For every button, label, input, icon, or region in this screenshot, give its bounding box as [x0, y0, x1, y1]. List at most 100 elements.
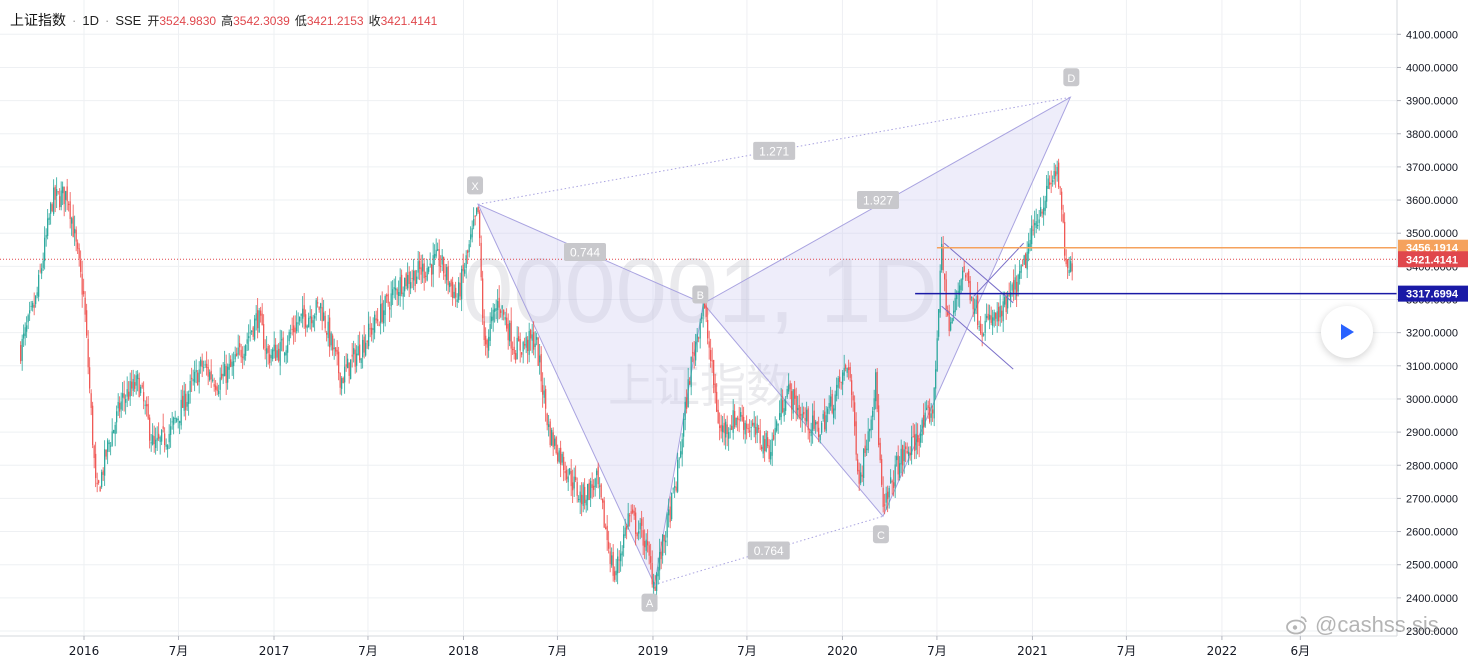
candle-body: [63, 186, 65, 205]
candle-body: [560, 447, 562, 465]
candle-body: [203, 367, 205, 369]
time-tick-label: 7月: [358, 644, 378, 658]
candle-body: [677, 459, 679, 492]
candle-body: [617, 556, 619, 574]
candle-body: [851, 380, 853, 395]
candle-body: [117, 401, 119, 409]
candlesticks: [20, 158, 1073, 601]
price-tick-label: 3900.0000: [1406, 96, 1458, 108]
candle-body: [83, 290, 85, 295]
candle-body: [159, 437, 161, 442]
candle-body: [753, 422, 755, 428]
candle-body: [845, 365, 847, 369]
candle-body: [986, 315, 988, 319]
candle-body: [182, 395, 184, 408]
candle-body: [618, 559, 620, 561]
candle-body: [30, 305, 32, 307]
candle-body: [912, 436, 914, 438]
ratio-label: 1.271: [759, 144, 789, 158]
candle-body: [383, 310, 385, 324]
candle-body: [396, 289, 398, 295]
candle-body: [447, 266, 449, 286]
candle-body: [384, 296, 386, 316]
candle-body: [698, 337, 700, 339]
candle-body: [351, 354, 353, 357]
candle-body: [470, 234, 472, 240]
candle-body: [329, 317, 331, 348]
candle-body: [879, 442, 881, 461]
candle-body: [342, 377, 344, 384]
separator-dot: ·: [104, 12, 110, 28]
candle-body: [240, 349, 242, 358]
candle-body: [257, 310, 259, 329]
scroll-to-realtime-button[interactable]: [1321, 306, 1373, 358]
candle-body: [53, 187, 55, 214]
candle-body: [369, 328, 371, 330]
candle-body: [110, 445, 112, 447]
candle-body: [45, 234, 47, 238]
interval-label[interactable]: 1D: [82, 12, 99, 28]
candle-body: [74, 228, 76, 234]
candle-body: [708, 341, 710, 348]
candle-body: [408, 271, 410, 284]
candle-body: [239, 343, 241, 348]
candle-body: [603, 500, 605, 528]
candle-body: [297, 322, 299, 324]
candle-body: [134, 382, 136, 389]
price-tick-label: 2600.0000: [1406, 527, 1458, 539]
candle-body: [227, 366, 229, 383]
ratio-label-box: [564, 243, 606, 261]
candle-body: [989, 314, 991, 320]
candle-body: [1002, 301, 1004, 322]
candle-body: [882, 487, 884, 507]
candle-body: [435, 249, 437, 257]
candle-body: [704, 301, 706, 309]
candle-body: [621, 551, 623, 556]
candle-body: [675, 486, 677, 491]
candle-body: [687, 379, 689, 407]
candle-body: [758, 427, 760, 430]
candle-body: [804, 417, 806, 421]
candle-body: [830, 396, 832, 407]
candle-body: [302, 308, 304, 319]
candle-body: [797, 407, 799, 411]
candle-body: [773, 435, 775, 440]
candle-body: [651, 563, 653, 585]
candle-body: [875, 372, 877, 402]
candle-body: [686, 397, 688, 409]
candle-body: [56, 189, 58, 196]
candle-body: [672, 488, 674, 490]
candle-body: [204, 364, 206, 366]
candle-body: [320, 303, 322, 309]
candle-body: [150, 442, 152, 444]
candle-body: [275, 344, 277, 361]
candle-body: [584, 486, 586, 504]
symbol-name[interactable]: 上证指数: [10, 12, 66, 28]
candle-body: [96, 482, 98, 485]
candle-body: [171, 421, 173, 423]
candle-body: [702, 304, 704, 317]
candle-body: [789, 383, 791, 390]
candle-body: [516, 337, 518, 360]
candle-body: [474, 215, 476, 217]
candle-body: [513, 346, 515, 355]
candle-body: [987, 313, 989, 320]
candle-body: [32, 302, 34, 308]
candle-body: [897, 455, 899, 475]
candle-body: [695, 341, 697, 361]
candle-body: [977, 295, 979, 326]
candle-body: [771, 438, 773, 456]
candle-body: [923, 415, 925, 428]
candle-body: [927, 405, 929, 408]
candle-body: [335, 347, 337, 352]
candle-body: [255, 313, 257, 321]
candle-body: [137, 374, 139, 380]
candle-body: [614, 571, 616, 580]
candle-body: [348, 362, 350, 376]
candle-body: [917, 435, 919, 443]
candle-body: [39, 270, 41, 272]
candle-body: [315, 300, 317, 316]
candle-body: [936, 338, 938, 371]
candle-body: [282, 337, 284, 352]
